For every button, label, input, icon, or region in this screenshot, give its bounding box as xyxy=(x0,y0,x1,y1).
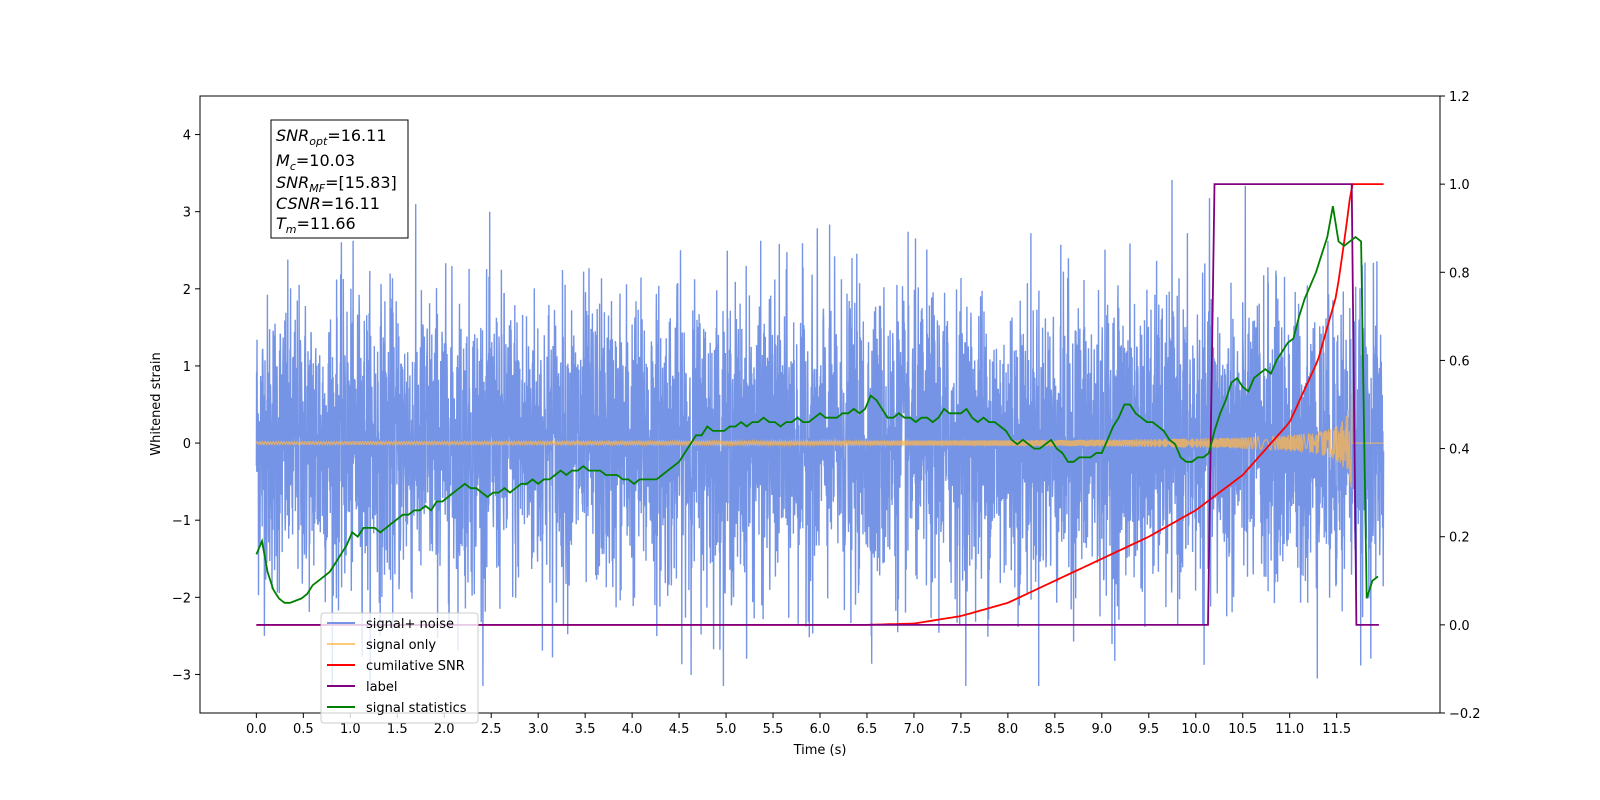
x-tick-label: 10.0 xyxy=(1181,722,1210,737)
y-left-tick-label: −2 xyxy=(172,591,191,606)
legend-label-label: label xyxy=(366,680,397,695)
x-tick-label: 5.0 xyxy=(716,722,737,737)
x-tick-label: 11.5 xyxy=(1322,722,1351,737)
x-tick-label: 8.0 xyxy=(998,722,1019,737)
info-tm: Tm=11.66 xyxy=(276,214,356,236)
y-left-tick-label: 3 xyxy=(183,206,191,221)
x-tick-label: 1.0 xyxy=(340,722,361,737)
series-signal-only-line xyxy=(255,379,1384,488)
x-tick-label: 5.5 xyxy=(763,722,784,737)
legend-signal-noise-label: signal+ noise xyxy=(366,617,454,632)
legend: signal+ noise signal only cumilative SNR la… xyxy=(320,612,479,724)
x-tick-label: 1.5 xyxy=(387,722,408,737)
y-axis-right: −0.2 0.0 0.2 0.4 0.6 0.8 1.0 1.2 xyxy=(1440,90,1481,722)
x-tick-label: 4.0 xyxy=(622,722,643,737)
x-tick-label: 2.5 xyxy=(481,722,502,737)
y-right-tick-label: 0.6 xyxy=(1449,354,1470,369)
info-box: SNRopt=16.11 Mc=10.03 SNRMF=[15.83] CSNR… xyxy=(270,119,409,239)
y-right-tick-label: 1.2 xyxy=(1449,90,1470,105)
y-axis-label: Whitened strain xyxy=(149,352,164,455)
x-tick-label: 9.5 xyxy=(1138,722,1159,737)
y-left-tick-label: −3 xyxy=(172,668,191,683)
info-snr-mf: SNRMF=[15.83] xyxy=(276,173,397,195)
info-csnr: CSNR=16.11 xyxy=(276,194,380,213)
legend-cumulative-snr-label: cumilative SNR xyxy=(366,659,465,674)
x-tick-label: 0.5 xyxy=(293,722,314,737)
y-right-tick-label: −0.2 xyxy=(1449,707,1481,722)
series-signal-statistics-line xyxy=(255,206,1379,604)
y-right-tick-label: 1.0 xyxy=(1449,178,1470,193)
series-label-line xyxy=(256,183,1379,626)
y-left-tick-label: −1 xyxy=(172,514,191,529)
y-right-tick-label: 0.8 xyxy=(1449,266,1470,281)
info-mc: Mc=10.03 xyxy=(276,151,355,173)
legend-frame xyxy=(320,612,479,724)
y-right-tick-label: 0.0 xyxy=(1449,619,1470,634)
x-tick-label: 3.5 xyxy=(575,722,596,737)
y-left-tick-label: 0 xyxy=(183,437,191,452)
x-axis: 0.0 0.5 1.0 1.5 2.0 2.5 3.0 3.5 4.0 4.5 5.0 5.5 6.0 6… xyxy=(246,713,1351,737)
y-right-tick-label: 0.4 xyxy=(1449,443,1470,458)
series-signal-noise-line xyxy=(255,179,1385,687)
x-tick-label: 7.0 xyxy=(904,722,925,737)
x-tick-label: 7.5 xyxy=(951,722,972,737)
x-tick-label: 6.5 xyxy=(857,722,878,737)
info-snr-opt: SNRopt=16.11 xyxy=(276,126,387,148)
x-tick-label: 0.0 xyxy=(246,722,267,737)
x-tick-label: 4.5 xyxy=(669,722,690,737)
legend-signal-only-label: signal only xyxy=(366,638,436,653)
y-axis-left: −3 −2 −1 0 1 2 3 4 xyxy=(172,129,200,683)
info-box-frame xyxy=(270,119,409,239)
y-left-tick-label: 1 xyxy=(183,360,191,375)
legend-signal-statistics-label: signal statistics xyxy=(366,701,467,716)
x-tick-label: 10.5 xyxy=(1228,722,1257,737)
x-tick-label: 8.5 xyxy=(1045,722,1066,737)
y-left-tick-label: 2 xyxy=(183,283,191,298)
y-right-tick-label: 0.2 xyxy=(1449,531,1470,546)
y-left-tick-label: 4 xyxy=(183,129,191,144)
x-tick-label: 9.0 xyxy=(1091,722,1112,737)
x-tick-label: 6.0 xyxy=(810,722,831,737)
x-tick-label: 2.0 xyxy=(434,722,455,737)
x-tick-label: 3.0 xyxy=(528,722,549,737)
x-axis-label: Time (s) xyxy=(793,743,847,758)
x-tick-label: 11.0 xyxy=(1275,722,1304,737)
